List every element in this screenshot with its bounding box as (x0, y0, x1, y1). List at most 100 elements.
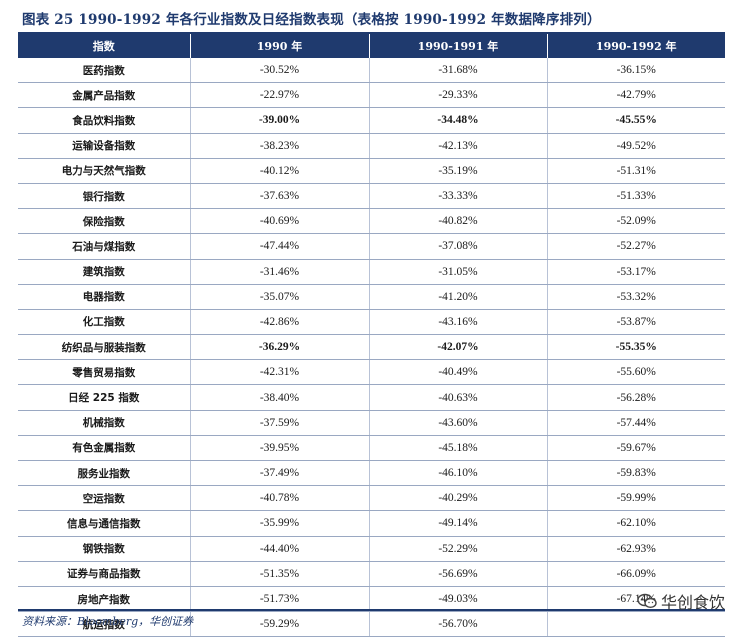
cell-index-name: 证券与商品指数 (18, 561, 191, 587)
cell-1990: -31.46% (190, 259, 370, 285)
cell-index-name: 有色金属指数 (18, 435, 191, 462)
header-1990-1991: 1990-1991 年 (369, 34, 548, 58)
cell-1990-1992: -59.99% (547, 485, 725, 512)
cell-1990: -47.44% (190, 233, 370, 260)
table-row: 钢铁指数 -44.40% -52.29% -62.93% (18, 536, 725, 562)
table-body: 医药指数 -30.52% -31.68% -36.15% 金属产品指数 -22.97% -2… (18, 58, 725, 637)
cell-1990-1991: -40.29% (369, 485, 548, 512)
table-row: 房地产指数 -51.73% -49.03% -67.14% (18, 586, 725, 613)
cell-1990-1991: -31.05% (369, 259, 548, 285)
cell-index-name: 日经 225 指数 (18, 384, 191, 411)
cell-1990-1991: -40.82% (369, 208, 548, 235)
cell-1990: -39.00% (190, 107, 370, 134)
cell-1990: -44.40% (190, 536, 370, 562)
table-row: 有色金属指数 -39.95% -45.18% -59.67% (18, 435, 725, 462)
cell-1990-1991: -42.07% (369, 334, 548, 361)
cell-index-name: 钢铁指数 (18, 536, 191, 562)
table-header-row: 指数 1990 年 1990-1991 年 1990-1992 年 (18, 34, 725, 58)
cell-1990-1992: -42.79% (547, 82, 725, 109)
cell-1990-1992: -36.15% (547, 58, 725, 84)
header-1990: 1990 年 (190, 34, 370, 58)
cell-1990: -38.23% (190, 133, 370, 159)
cell-1990: -36.29% (190, 334, 370, 361)
cell-1990-1992: -53.32% (547, 284, 725, 310)
cell-index-name: 服务业指数 (18, 460, 191, 487)
cell-1990-1991: -41.20% (369, 284, 548, 310)
cell-1990-1992 (547, 611, 725, 637)
table-row: 空运指数 -40.78% -40.29% -59.99% (18, 485, 725, 512)
table-row: 保险指数 -40.69% -40.82% -52.09% (18, 208, 725, 235)
cell-1990-1991: -29.33% (369, 82, 548, 109)
source-rule (18, 609, 725, 611)
cell-1990-1991: -49.03% (369, 586, 548, 613)
cell-1990: -37.59% (190, 410, 370, 436)
cell-1990: -30.52% (190, 58, 370, 84)
table-row: 建筑指数 -31.46% -31.05% -53.17% (18, 259, 725, 285)
table-row: 机械指数 -37.59% -43.60% -57.44% (18, 410, 725, 436)
table-row: 医药指数 -30.52% -31.68% -36.15% (18, 58, 725, 84)
wechat-icon (637, 593, 657, 609)
table-row: 电力与天然气指数 -40.12% -35.19% -51.31% (18, 158, 725, 184)
header-index: 指数 (18, 34, 191, 58)
cell-1990-1992: -62.10% (547, 510, 725, 537)
cell-index-name: 纺织品与服装指数 (18, 334, 191, 361)
cell-1990-1992: -59.83% (547, 460, 725, 487)
cell-1990-1991: -56.70% (369, 611, 548, 637)
cell-index-name: 运输设备指数 (18, 133, 191, 159)
cell-1990-1992: -55.35% (547, 334, 725, 361)
cell-1990-1991: -35.19% (369, 158, 548, 184)
source-note: 资料来源：Bloomberg，华创证券 (22, 615, 194, 628)
cell-1990: -51.35% (190, 561, 370, 587)
cell-index-name: 空运指数 (18, 485, 191, 512)
table-row: 证券与商品指数 -51.35% -56.69% -66.09% (18, 561, 725, 587)
cell-1990-1992: -51.31% (547, 158, 725, 184)
header-1990-1992: 1990-1992 年 (547, 34, 725, 58)
cell-1990-1992: -57.44% (547, 410, 725, 436)
cell-index-name: 零售贸易指数 (18, 359, 191, 386)
cell-1990: -35.99% (190, 510, 370, 537)
cell-1990-1992: -45.55% (547, 107, 725, 134)
cell-1990-1992: -49.52% (547, 133, 725, 159)
cell-1990-1991: -37.08% (369, 233, 548, 260)
cell-1990-1991: -43.60% (369, 410, 548, 436)
cell-index-name: 化工指数 (18, 309, 191, 336)
cell-index-name: 食品饮料指数 (18, 107, 191, 134)
cell-index-name: 电器指数 (18, 284, 191, 310)
cell-1990-1992: -52.09% (547, 208, 725, 235)
table-row: 电器指数 -35.07% -41.20% -53.32% (18, 284, 725, 310)
cell-1990-1991: -31.68% (369, 58, 548, 84)
table-row: 信息与通信指数 -35.99% -49.14% -62.10% (18, 510, 725, 537)
cell-1990: -40.12% (190, 158, 370, 184)
cell-index-name: 机械指数 (18, 410, 191, 436)
cell-index-name: 保险指数 (18, 208, 191, 235)
cell-1990-1991: -49.14% (369, 510, 548, 537)
cell-1990-1992: -52.27% (547, 233, 725, 260)
cell-1990: -40.69% (190, 208, 370, 235)
cell-index-name: 电力与天然气指数 (18, 158, 191, 184)
cell-1990: -38.40% (190, 384, 370, 411)
cell-1990-1991: -43.16% (369, 309, 548, 336)
cell-index-name: 房地产指数 (18, 586, 191, 613)
cell-1990-1991: -40.63% (369, 384, 548, 411)
cell-1990-1991: -40.49% (369, 359, 548, 386)
figure-title: 图表 25 1990-1992 年各行业指数及日经指数表现（表格按 1990-1… (22, 12, 601, 28)
cell-1990: -40.78% (190, 485, 370, 512)
cell-1990-1991: -56.69% (369, 561, 548, 587)
index-performance-table: 指数 1990 年 1990-1991 年 1990-1992 年 医药指数 -3… (18, 34, 725, 637)
cell-1990-1992: -66.09% (547, 561, 725, 587)
cell-index-name: 医药指数 (18, 58, 191, 84)
cell-1990-1991: -45.18% (369, 435, 548, 462)
table-row: 零售贸易指数 -42.31% -40.49% -55.60% (18, 359, 725, 386)
table-row: 服务业指数 -37.49% -46.10% -59.83% (18, 460, 725, 487)
cell-1990-1991: -46.10% (369, 460, 548, 487)
table-row: 食品饮料指数 -39.00% -34.48% -45.55% (18, 107, 725, 134)
cell-1990-1992: -51.33% (547, 183, 725, 210)
cell-1990: -42.86% (190, 309, 370, 336)
watermark-text: 华创食饮 (660, 593, 725, 612)
cell-1990-1991: -33.33% (369, 183, 548, 210)
cell-1990: -35.07% (190, 284, 370, 310)
cell-1990-1992: -53.87% (547, 309, 725, 336)
cell-1990-1991: -42.13% (369, 133, 548, 159)
cell-1990: -37.63% (190, 183, 370, 210)
cell-index-name: 信息与通信指数 (18, 510, 191, 537)
